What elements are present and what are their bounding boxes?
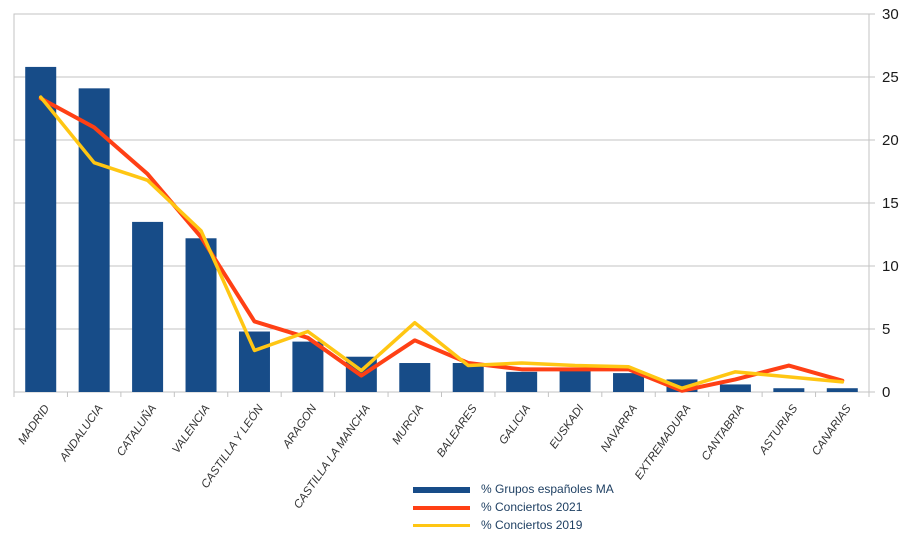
bar-andalucia — [78, 88, 110, 392]
x-category-label: ARAGON — [280, 402, 319, 451]
bar-navarra — [613, 373, 645, 392]
bar-madrid — [25, 66, 57, 393]
bar-castilla-y-león — [238, 331, 270, 392]
line-series-2019 — [38, 95, 845, 390]
bar-baleares — [452, 363, 484, 392]
legend-swatch-line-2019 — [413, 524, 470, 527]
bar-valencia — [185, 238, 217, 392]
x-category-label: CANTABRIA — [700, 403, 747, 463]
x-category-label: BALEARES — [435, 403, 480, 460]
legend-label: % Conciertos 2021 — [481, 500, 583, 514]
bar-euskadi — [559, 370, 591, 392]
legend-swatch-bar-series — [413, 486, 470, 493]
legend-item-grupos: % Grupos españoles MA — [413, 483, 614, 496]
x-category-label: EUSKADI — [548, 402, 587, 451]
y-tick-label: 15 — [882, 195, 899, 212]
y-tick-label: 10 — [882, 258, 899, 275]
legend: % Grupos españoles MA % Conciertos 2021 … — [413, 483, 614, 532]
x-category-label: CANARIAS — [810, 403, 854, 458]
x-category-label: CATALUÑA — [114, 402, 159, 459]
legend-item-conciertos-2019: % Conciertos 2019 — [413, 519, 614, 532]
bar-asturias — [773, 388, 805, 392]
bar-aragon — [292, 341, 324, 392]
x-category-label: MADRID — [16, 403, 52, 447]
bar-cataluña — [132, 221, 164, 392]
y-tick-label: 0 — [882, 384, 890, 401]
legend-label: % Conciertos 2019 — [481, 518, 583, 532]
bar-murcia — [399, 363, 431, 392]
bar-galicia — [506, 371, 538, 392]
x-category-label: EXTREMADURA — [633, 403, 694, 482]
x-category-label: NAVARRA — [599, 403, 640, 455]
bar-canarias — [826, 388, 858, 392]
y-tick-label: 30 — [882, 6, 899, 23]
legend-item-conciertos-2021: % Conciertos 2021 — [413, 501, 614, 514]
x-category-label: VALENCIA — [170, 403, 212, 456]
y-tick-label: 25 — [882, 69, 899, 86]
x-category-label: GALICIA — [497, 403, 533, 447]
legend-swatch-line-2021 — [413, 505, 470, 510]
x-category-label: ANDALUCIA — [57, 403, 105, 465]
y-tick-label: 5 — [882, 321, 890, 338]
x-category-label: MURCIA — [390, 403, 426, 447]
legend-label: % Grupos españoles MA — [481, 482, 614, 496]
y-tick-label: 20 — [882, 132, 899, 149]
x-category-label: ASTURIAS — [757, 403, 801, 458]
bar-cantabria — [719, 384, 751, 392]
